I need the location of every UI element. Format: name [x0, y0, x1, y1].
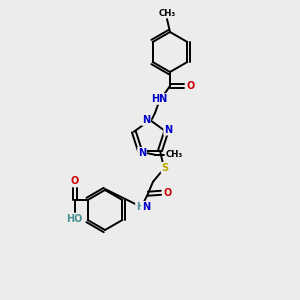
Text: N: N — [142, 202, 150, 212]
Text: HO: HO — [67, 214, 83, 224]
Text: HN: HN — [151, 94, 167, 104]
Text: O: O — [187, 81, 195, 91]
Text: CH₃: CH₃ — [158, 8, 176, 17]
Text: S: S — [161, 163, 169, 173]
Text: CH₃: CH₃ — [165, 150, 183, 159]
Text: N: N — [164, 125, 172, 135]
Text: N: N — [138, 148, 146, 158]
Text: O: O — [70, 176, 79, 186]
Text: N: N — [142, 115, 150, 125]
Text: H: H — [136, 202, 144, 212]
Text: O: O — [164, 188, 172, 198]
